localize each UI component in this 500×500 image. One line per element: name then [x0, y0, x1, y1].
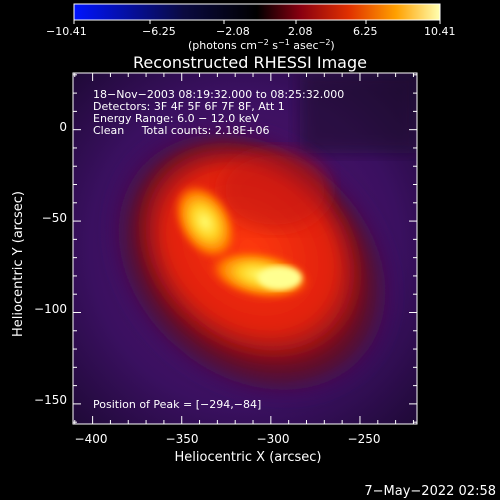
colorbar-tick-label: 6.25 — [353, 25, 378, 38]
info-detectors: Detectors: 3F 4F 5F 6F 7F 8F, Att 1 — [93, 100, 285, 113]
colorbar-unit-label: (photons cm−2 s−1 asec−2) — [188, 38, 335, 52]
x-tick-label: −300 — [257, 432, 290, 446]
plot-title: Reconstructed RHESSI Image — [133, 53, 367, 72]
colorbar-tick-label: −6.25 — [142, 25, 176, 38]
x-tick-label: −350 — [166, 432, 199, 446]
info-time-range: 18−Nov−2003 08:19:32.000 to 08:25:32.000 — [93, 88, 344, 101]
x-tick-label: −250 — [348, 432, 381, 446]
image-dark-corner — [300, 73, 417, 153]
colorbar-tick-label: 2.08 — [288, 25, 313, 38]
colorbar-ticks — [73, 20, 441, 24]
source-dim-region — [220, 150, 330, 230]
plot-frame — [72, 72, 418, 425]
peak-position-label: Position of Peak = [−294,−84] — [93, 398, 261, 411]
y-tick-label: −100 — [34, 302, 67, 316]
y-tick-label: −150 — [34, 393, 67, 407]
colorbar-tick-label: −10.41 — [46, 25, 87, 38]
axis-ticks — [73, 73, 417, 424]
y-axis-title: Heliocentric Y (arcsec) — [11, 191, 26, 337]
x-tick-labels: −400 −350 −300 −250 — [75, 432, 381, 446]
colorbar-tick-label: −2.08 — [216, 25, 250, 38]
hot-arm-upper — [172, 183, 238, 261]
y-tick-labels: 0 −50 −100 −150 — [34, 120, 67, 407]
info-energy-range: Energy Range: 6.0 − 12.0 keV — [93, 112, 260, 125]
colorbar-tick-label: 10.41 — [424, 25, 456, 38]
y-tick-label: −50 — [42, 211, 67, 225]
x-tick-label: −400 — [75, 432, 108, 446]
image-info: 18−Nov−2003 08:19:32.000 to 08:25:32.000… — [93, 88, 344, 411]
footer-timestamp: 7−May−2022 02:58 — [364, 484, 496, 499]
y-tick-label: 0 — [59, 120, 67, 134]
hot-peak — [258, 266, 302, 290]
info-counts: Clean Total counts: 2.18E+06 — [93, 124, 270, 137]
rhessi-image — [73, 73, 417, 424]
x-axis-title: Heliocentric X (arcsec) — [175, 450, 322, 465]
colorbar-gradient — [73, 3, 441, 21]
colorbar: −10.41 −6.25 −2.08 2.08 6.25 10.41 (phot… — [46, 3, 456, 52]
